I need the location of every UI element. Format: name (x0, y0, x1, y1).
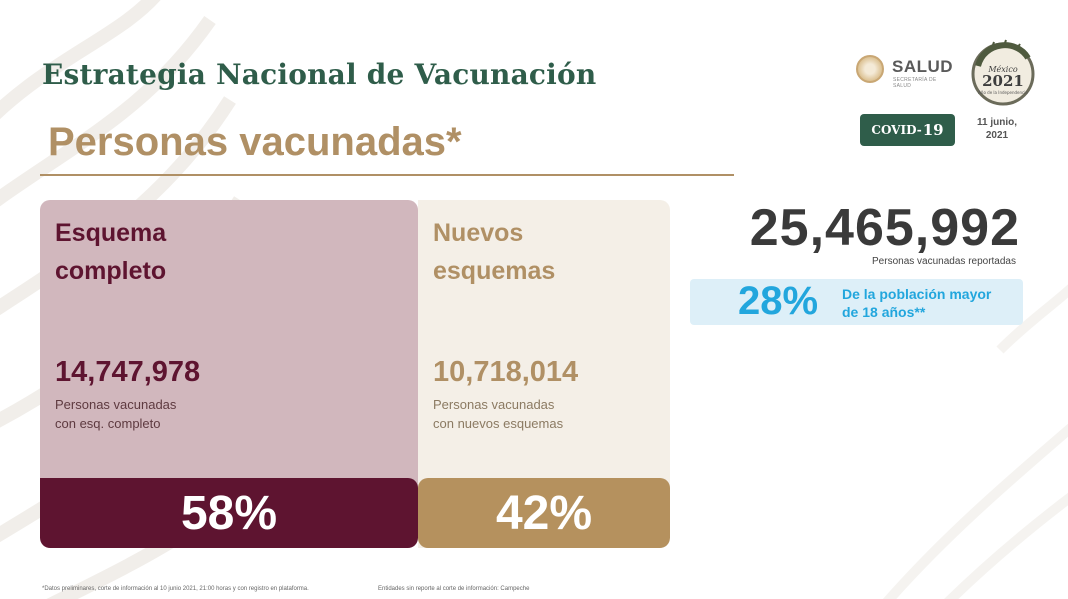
population-label-line1: De la población mayor (842, 286, 992, 302)
year-2021-logo: México 2021 Año de la Independencia (971, 39, 1035, 106)
covid19-badge: COVID- 19 (860, 114, 955, 146)
total-vaccinated-count: 25,465,992 (749, 199, 1020, 257)
svg-text:Año de la Independencia: Año de la Independencia (978, 90, 1028, 95)
population-percent-label: De la población mayor de 18 años** (842, 285, 991, 321)
complete-heading-line1: Esquema (55, 219, 167, 247)
population-label-line2: de 18 años** (842, 304, 926, 320)
complete-scheme-count: 14,747,978 (55, 356, 201, 388)
complete-heading-line2: completo (55, 257, 167, 285)
new-desc-line1: Personas vacunadas (433, 397, 555, 412)
svg-text:México: México (987, 65, 1017, 74)
complete-scheme-percent: 58% (40, 478, 418, 548)
page-title: Estrategia Nacional de Vacunación (42, 58, 597, 91)
report-date-line2: 2021 (985, 130, 1009, 141)
new-scheme-description: Personas vacunadas con nuevos esquemas (433, 395, 563, 433)
salud-seal-icon (856, 55, 884, 83)
new-scheme-count: 10,718,014 (433, 356, 579, 388)
salud-logo: SALUD SECRETARÍA DE SALUD (856, 52, 956, 89)
footnote-preliminary: *Datos preliminares, corte de informació… (42, 586, 309, 592)
population-percent-box: 28% De la población mayor de 18 años** (690, 279, 1023, 325)
total-vaccinated-label: Personas vacunadas reportadas (872, 256, 1016, 267)
report-date: 11 junio, 2021 (972, 116, 1022, 142)
covid-badge-number: 19 (922, 121, 944, 139)
report-date-line1: 11 junio, (976, 117, 1017, 128)
new-desc-line2: con nuevos esquemas (433, 416, 564, 431)
complete-scheme-heading: Esquema completo (55, 214, 166, 290)
complete-desc-line2: con esq. completo (55, 416, 161, 431)
new-heading-line1: Nuevos (433, 219, 524, 247)
page-subtitle: Personas vacunadas* (48, 120, 462, 164)
population-percent: 28% (738, 279, 819, 323)
new-heading-line2: esquemas (433, 257, 556, 285)
footnote-missing-entities: Entidades sin reporte al corte de inform… (378, 586, 530, 592)
new-scheme-card: Nuevos esquemas 10,718,014 Personas vacu… (418, 200, 670, 548)
svg-text:2021: 2021 (982, 72, 1024, 90)
new-scheme-percent: 42% (418, 478, 670, 548)
salud-logo-text: SALUD (892, 57, 954, 76)
covid-badge-text: COVID- (871, 123, 922, 137)
complete-desc-line1: Personas vacunadas (55, 397, 177, 412)
title-divider (40, 174, 734, 176)
complete-scheme-description: Personas vacunadas con esq. completo (55, 395, 176, 433)
complete-scheme-card: Esquema completo 14,747,978 Personas vac… (40, 200, 418, 548)
salud-logo-subtext: SECRETARÍA DE SALUD (893, 77, 937, 89)
new-scheme-heading: Nuevos esquemas (433, 214, 555, 290)
